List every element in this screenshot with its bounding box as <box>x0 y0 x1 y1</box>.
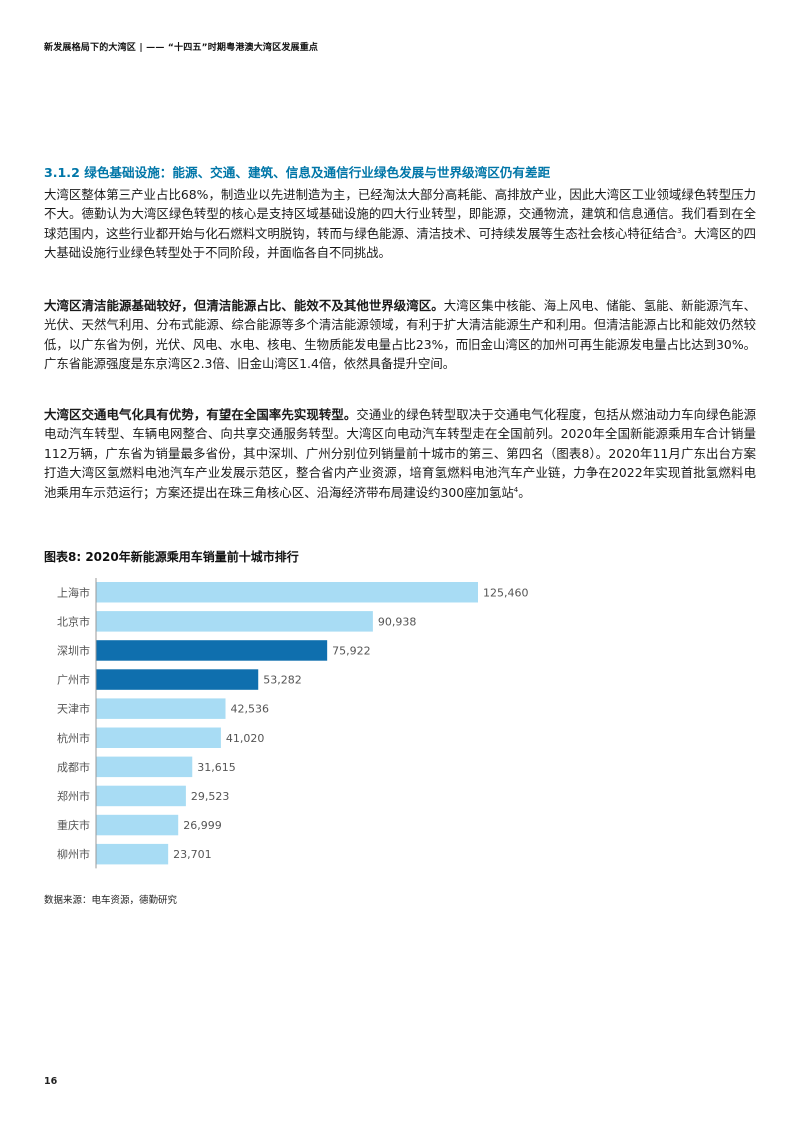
bar <box>96 756 193 778</box>
running-head: 新发展格局下的大湾区 | —— “十四五”时期粤港澳大湾区发展重点 <box>44 43 319 53</box>
paragraph-text: 大湾区整体第三产业占比68%，制造业以先进制造为主，已经淘汰大部分高耗能、高排放… <box>44 187 756 241</box>
bar <box>96 582 478 603</box>
category-label: 深圳市 <box>57 643 90 657</box>
category-label: 广州市 <box>57 673 90 687</box>
paragraph-overview: 大湾区整体第三产业占比68%，制造业以先进制造为主，已经淘汰大部分高耗能、高排放… <box>44 185 756 263</box>
footnote-ref[interactable]: 4 <box>513 485 519 494</box>
bar <box>96 640 328 661</box>
value-label: 75,922 <box>332 644 371 657</box>
paragraph-text: 交通业的绿色转型取决于交通电气化程度，包括从燃油动力车向绿色能源电动汽车转型、车… <box>44 407 757 500</box>
paragraph-clean-energy: 大湾区清洁能源基础较好，但清洁能源占比、能效不及其他世界级湾区。大湾区集中核能、… <box>44 296 756 374</box>
category-label: 北京市 <box>57 614 90 628</box>
paragraph-transport: 大湾区交通电气化具有优势，有望在全国率先实现转型。交通业的绿色转型取决于交通电气… <box>44 405 756 502</box>
category-label: 杭州市 <box>57 731 90 745</box>
value-label: 26,999 <box>183 819 222 832</box>
value-label: 23,701 <box>173 848 212 861</box>
paragraph-text: 。 <box>518 484 531 500</box>
page-number: 16 <box>44 1076 58 1087</box>
value-label: 125,460 <box>483 586 529 599</box>
value-label: 90,938 <box>378 615 417 628</box>
category-label: 成都市 <box>57 760 90 774</box>
paragraph-text: 。大湾区的四大基础设施行业绿色转型处于不同阶段，并面临各自不同挑战。 <box>44 225 757 261</box>
paragraph-lead: 大湾区清洁能源基础较好，但清洁能源占比、能效不及其他世界级湾区。 <box>44 298 444 313</box>
bar <box>96 611 373 632</box>
category-label: 上海市 <box>57 585 90 599</box>
section-title: 3.1.2 绿色基础设施：能源、交通、建筑、信息及通信行业绿色发展与世界级湾区仍… <box>44 165 551 180</box>
bar <box>96 669 259 690</box>
bar <box>96 843 169 865</box>
bar <box>96 698 226 719</box>
bar <box>96 727 221 748</box>
value-label: 31,615 <box>197 761 236 774</box>
paragraph-lead: 大湾区交通电气化具有优势，有望在全国率先实现转型。 <box>44 407 357 422</box>
data-source-note: 数据来源：电车资源，德勤研究 <box>44 895 178 906</box>
value-label: 41,020 <box>226 732 265 745</box>
category-label: 重庆市 <box>57 818 90 832</box>
value-label: 53,282 <box>263 674 302 687</box>
value-label: 29,523 <box>191 790 230 803</box>
category-label: 柳州市 <box>57 847 90 861</box>
bar <box>96 785 186 807</box>
category-label: 郑州市 <box>57 789 90 803</box>
bar <box>96 814 179 836</box>
footnote-ref[interactable]: 3 <box>677 226 682 235</box>
paragraph-text: 大湾区集中核能、海上风电、储能、氢能、新能源汽车、光伏、天然气利用、分布式能源、… <box>44 298 757 372</box>
bar-chart: 上海市 125,460 北京市 90,938 深圳市 75,922 广州市 53,282 天津市… <box>57 578 529 869</box>
category-label: 天津市 <box>57 702 90 716</box>
value-label: 42,536 <box>231 703 270 716</box>
figure-title: 图表8: 2020年新能源乘用车销量前十城市排行 <box>44 550 299 564</box>
